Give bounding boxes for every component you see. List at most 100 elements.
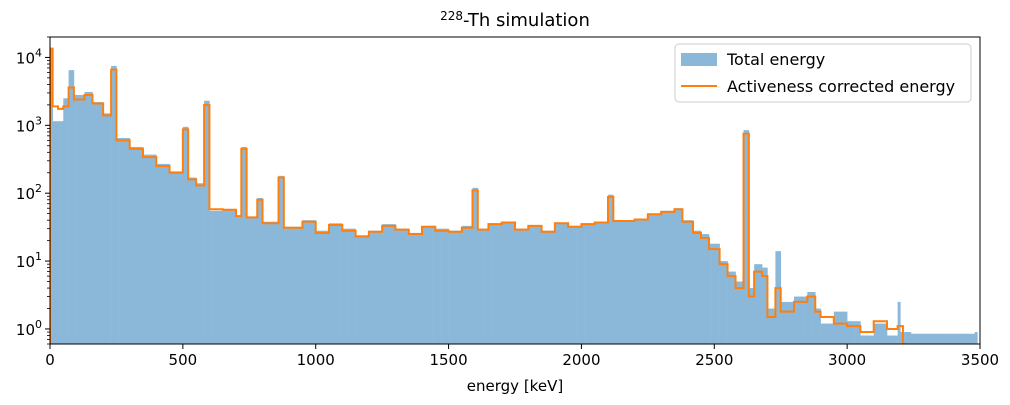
histogram-bar [459,230,463,344]
histogram-bar [855,321,859,344]
x-tick-label: 1000 [297,351,335,369]
histogram-bar [972,333,975,344]
histogram-bar [81,94,85,344]
histogram-bar [764,267,768,344]
histogram-bar [560,222,564,344]
histogram-bar [315,230,319,344]
histogram-bar [467,225,471,344]
histogram-bar [637,218,641,344]
histogram-bar [156,163,160,344]
histogram-bar [453,230,457,344]
histogram-bar [613,220,617,344]
histogram-bar [916,333,920,344]
histogram-bar [724,261,728,344]
histogram-bar [945,333,949,344]
histogram-bar [695,230,699,344]
histogram-bar [246,216,250,344]
histogram-bar [950,333,954,344]
histogram-bar [119,138,123,344]
histogram-bar [663,210,667,344]
x-tick-label: 0 [45,351,55,369]
histogram-bar [469,225,473,344]
histogram-bar [310,220,314,344]
histogram-bar [137,146,141,344]
histogram-bar [360,235,364,344]
histogram-bar [267,221,271,344]
histogram-bar [639,218,643,344]
histogram-bar [432,225,436,344]
y-axis: 100 101 102 103 104 [16,36,50,345]
histogram-bar [597,221,601,344]
histogram-bar [887,335,890,344]
histogram-bar [76,94,80,344]
histogram-bar [871,335,875,344]
histogram-bar [318,230,322,344]
histogram-bar [185,126,189,344]
legend: Total energy Activeness corrected energy [674,43,972,103]
histogram-bar [84,91,88,344]
histogram-bar [932,333,936,344]
x-tick-label: 1500 [429,351,467,369]
histogram-bar [509,221,513,344]
histogram-bar [884,323,888,344]
histogram-bar [780,301,784,344]
histogram-bar [166,163,170,344]
histogram-bar [687,220,691,344]
histogram-bar [520,228,524,344]
histogram-bar [778,251,782,344]
histogram-bar [642,218,646,344]
histogram-bar [182,126,186,344]
histogram-bar [275,221,279,344]
histogram-bar [60,121,64,344]
histogram-bar [602,221,606,344]
x-axis: 0 500 1000 1500 2000 2500 3000 3500 [45,344,999,369]
histogram-bar [775,251,779,344]
histogram-bar [522,228,526,344]
histogram-bar [243,146,247,344]
histogram-bar [966,333,970,344]
histogram-bar [257,197,261,344]
histogram-bar [289,226,293,344]
histogram-bar [368,230,372,344]
x-tick-label: 2000 [562,351,600,369]
histogram-bar [97,102,101,344]
legend-box [674,43,972,103]
histogram-bar [485,228,489,344]
histogram-bar [273,221,277,344]
chart-title-text: -Th simulation [463,10,590,31]
histogram-bar [143,154,146,344]
histogram-bar [881,323,885,344]
histogram-bar [334,223,338,344]
histogram-bar [488,223,492,344]
histogram-bar [573,225,577,344]
histogram-bar [50,49,53,344]
histogram-bar [158,163,162,344]
histogram-bar [79,94,83,344]
histogram-bar [703,234,707,344]
histogram-bar [565,222,569,344]
histogram-bar [740,281,744,344]
histogram-bar [794,296,797,344]
histogram-bar [783,301,787,344]
histogram-bar [225,209,229,344]
histogram-bar [623,220,627,344]
histogram-bar [347,228,351,344]
histogram-bar [169,171,173,344]
histogram-bar [71,70,75,344]
histogram-bar [121,138,125,344]
histogram-bar [517,228,521,344]
histogram-bar [238,215,242,344]
plot-frame [49,36,981,345]
histogram-bar [897,301,901,344]
histogram-bar [435,228,439,344]
histogram-bar [262,221,266,344]
histogram-bar [719,261,723,344]
histogram-bar [610,194,614,344]
histogram-bar [578,225,582,344]
histogram-bar [174,171,178,344]
histogram-bar [206,100,210,344]
histogram-bar [820,323,824,344]
histogram-bar [751,288,755,344]
histogram-bar [507,221,510,344]
